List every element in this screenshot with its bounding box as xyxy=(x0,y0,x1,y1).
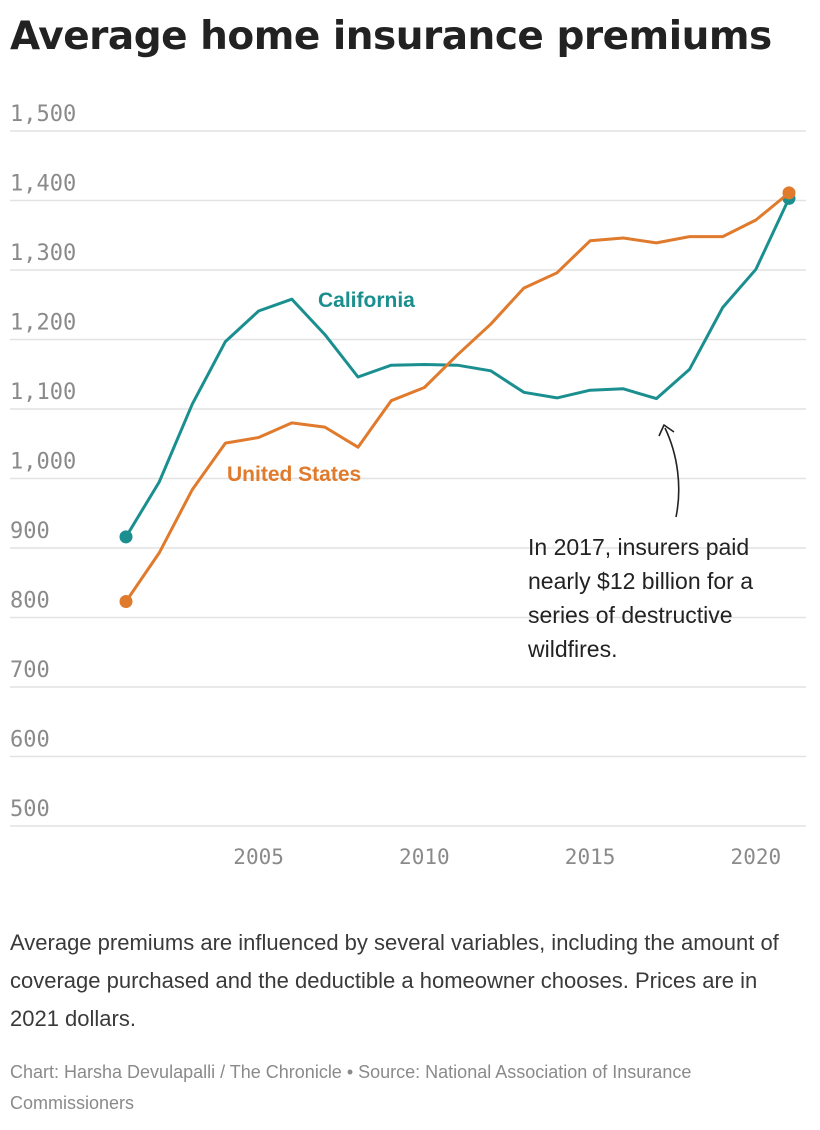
series-california xyxy=(119,191,796,544)
y-tick-label-800: 800 xyxy=(10,589,50,614)
y-tick-label-600: 600 xyxy=(10,728,50,753)
gridlines xyxy=(10,130,806,827)
source-line: Source: National Association of Insuranc… xyxy=(10,1062,692,1113)
chart-title: Average home insurance premiums xyxy=(10,14,772,59)
x-tick-label-2010: 2010 xyxy=(399,845,450,869)
annotation-arrow-head xyxy=(658,424,675,437)
y-tick-label-1000: 1,000 xyxy=(10,450,76,475)
chart-byline: Chart: Harsha Devulapalli / The Chronicl… xyxy=(10,1062,342,1082)
end-point-united_states xyxy=(782,186,796,200)
start-point-california xyxy=(119,530,133,544)
series-label-california: California xyxy=(318,289,415,312)
credit-separator: • xyxy=(341,1062,359,1082)
x-tick-label-2005: 2005 xyxy=(233,845,284,869)
y-tick-label-1100: 1,100 xyxy=(10,380,76,405)
chart-credit: Chart: Harsha Devulapalli / The Chronicl… xyxy=(10,1057,790,1119)
series-united_states xyxy=(119,186,796,609)
annotation-arrow xyxy=(658,424,680,518)
x-tick-label-2020: 2020 xyxy=(731,845,782,869)
x-axis-ticks: 2005 2010 2015 2020 xyxy=(233,845,781,869)
y-tick-label-1300: 1,300 xyxy=(10,241,76,266)
series-line-united_states xyxy=(124,191,791,603)
series-line-california xyxy=(124,196,791,539)
annotation-arrow-line xyxy=(664,427,680,518)
x-tick-label-2015: 2015 xyxy=(565,845,616,869)
series-lines xyxy=(119,186,796,609)
y-tick-label-700: 700 xyxy=(10,658,50,683)
line-chart: 500 600 700 800 900 1,000 1,100 1,200 1,300 1,400… xyxy=(10,102,806,869)
series-labels: California United States xyxy=(227,289,415,486)
y-tick-label-900: 900 xyxy=(10,519,50,544)
y-tick-label-1200: 1,200 xyxy=(10,311,76,336)
y-tick-label-1500: 1,500 xyxy=(10,102,76,127)
chart-description: Average premiums are influenced by sever… xyxy=(10,930,779,1031)
y-axis-ticks: 500 600 700 800 900 1,000 1,100 1,200 1,300 1,400… xyxy=(10,102,76,822)
annotation-text: In 2017, insurers paid nearly $12 billio… xyxy=(528,534,754,662)
series-label-united-states: United States xyxy=(227,463,361,486)
y-tick-label-1400: 1,400 xyxy=(10,172,76,197)
start-point-united_states xyxy=(119,595,133,609)
y-tick-label-500: 500 xyxy=(10,797,50,822)
